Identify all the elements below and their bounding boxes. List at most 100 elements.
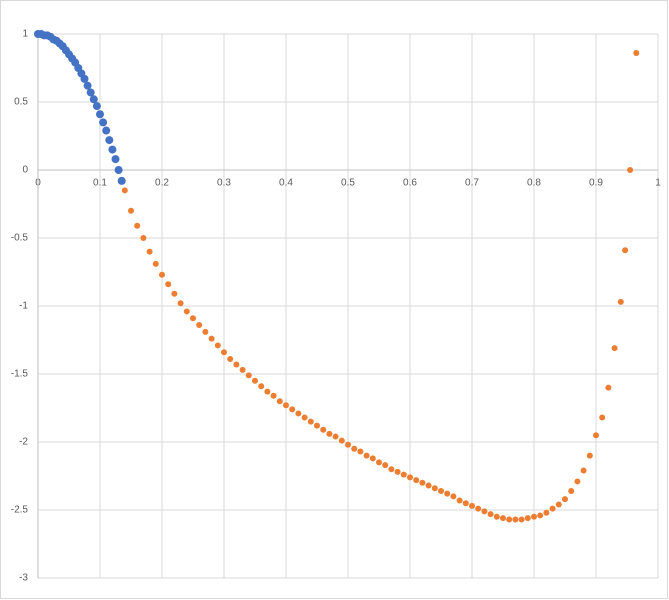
x-tick-label: 0.6 xyxy=(403,178,417,189)
data-point xyxy=(114,166,123,174)
data-point xyxy=(574,478,581,485)
data-point xyxy=(611,345,618,352)
y-tick-label: -0.5 xyxy=(11,233,29,244)
x-tick-label: 1 xyxy=(655,178,661,189)
data-point xyxy=(363,452,370,459)
data-point xyxy=(146,248,153,255)
data-point xyxy=(338,437,345,444)
data-point xyxy=(531,513,537,520)
y-tick-label: -1 xyxy=(19,301,28,312)
data-point xyxy=(86,88,95,97)
data-point xyxy=(190,315,196,322)
data-point xyxy=(487,511,494,518)
data-point xyxy=(108,145,117,154)
data-point xyxy=(568,487,575,494)
data-point xyxy=(425,482,432,489)
data-point xyxy=(128,207,134,214)
data-point xyxy=(314,422,320,429)
data-point xyxy=(518,516,525,523)
data-point xyxy=(407,474,413,481)
y-tick-label: 1 xyxy=(22,29,28,40)
data-point xyxy=(276,398,283,405)
x-tick-label: 0.2 xyxy=(155,178,169,189)
data-point xyxy=(245,372,252,379)
data-point xyxy=(394,468,401,475)
x-tick-label: 0.4 xyxy=(279,178,293,189)
data-point xyxy=(351,445,358,452)
data-point xyxy=(633,50,640,57)
data-point xyxy=(140,235,147,241)
data-point xyxy=(233,361,240,368)
data-point xyxy=(456,497,463,504)
data-point xyxy=(506,516,513,523)
data-point xyxy=(388,466,395,473)
data-point xyxy=(227,356,234,363)
data-point xyxy=(301,414,308,421)
data-point xyxy=(152,260,159,267)
data-point xyxy=(413,477,420,484)
data-point xyxy=(159,271,165,278)
data-point xyxy=(376,459,382,466)
data-point xyxy=(537,512,544,519)
data-point xyxy=(214,342,221,349)
data-point xyxy=(462,500,469,507)
y-tick-label: -1.5 xyxy=(11,369,29,380)
data-point xyxy=(444,490,451,497)
x-tick-label: 0.9 xyxy=(589,178,603,189)
data-point xyxy=(369,455,376,462)
data-point xyxy=(134,222,141,229)
data-point xyxy=(593,432,599,439)
data-point xyxy=(83,81,92,90)
y-tick-label: -2 xyxy=(19,437,28,448)
data-point xyxy=(96,110,104,119)
data-point xyxy=(80,74,89,83)
data-point xyxy=(105,136,114,145)
y-tick-label: 0.5 xyxy=(14,97,28,108)
data-point xyxy=(99,118,108,127)
data-point xyxy=(320,426,327,433)
data-point xyxy=(111,155,120,164)
data-point xyxy=(289,406,296,413)
data-point xyxy=(102,126,111,135)
data-point xyxy=(92,102,101,111)
data-point xyxy=(382,462,389,469)
data-point xyxy=(258,383,265,390)
data-point xyxy=(599,414,606,421)
data-point xyxy=(183,308,190,315)
x-tick-label: 0.3 xyxy=(217,178,231,189)
data-point xyxy=(171,290,178,297)
data-point xyxy=(165,281,172,288)
data-point xyxy=(252,377,258,384)
data-point xyxy=(512,516,519,523)
x-tick-label: 0.5 xyxy=(341,178,355,189)
data-point xyxy=(283,402,289,409)
data-point xyxy=(617,298,624,305)
data-point xyxy=(117,176,126,185)
data-point xyxy=(419,479,426,486)
data-point xyxy=(208,335,215,342)
data-point xyxy=(549,505,556,512)
data-point xyxy=(622,247,629,254)
data-point xyxy=(357,448,364,455)
data-point xyxy=(202,328,209,335)
data-point xyxy=(264,388,271,395)
data-point xyxy=(239,366,246,373)
data-point xyxy=(438,487,444,494)
data-point xyxy=(221,349,227,356)
data-point xyxy=(431,485,438,492)
data-point xyxy=(270,392,277,399)
y-tick-label: -2.5 xyxy=(11,505,29,516)
data-point xyxy=(326,430,333,437)
data-point xyxy=(89,95,98,104)
data-point xyxy=(196,322,203,329)
x-tick-label: 0.1 xyxy=(93,178,107,189)
data-point xyxy=(586,452,593,459)
data-point xyxy=(177,300,184,307)
data-point xyxy=(555,501,562,508)
data-point xyxy=(562,496,568,503)
data-point xyxy=(627,167,634,173)
data-point xyxy=(481,508,488,515)
data-point xyxy=(580,467,587,474)
